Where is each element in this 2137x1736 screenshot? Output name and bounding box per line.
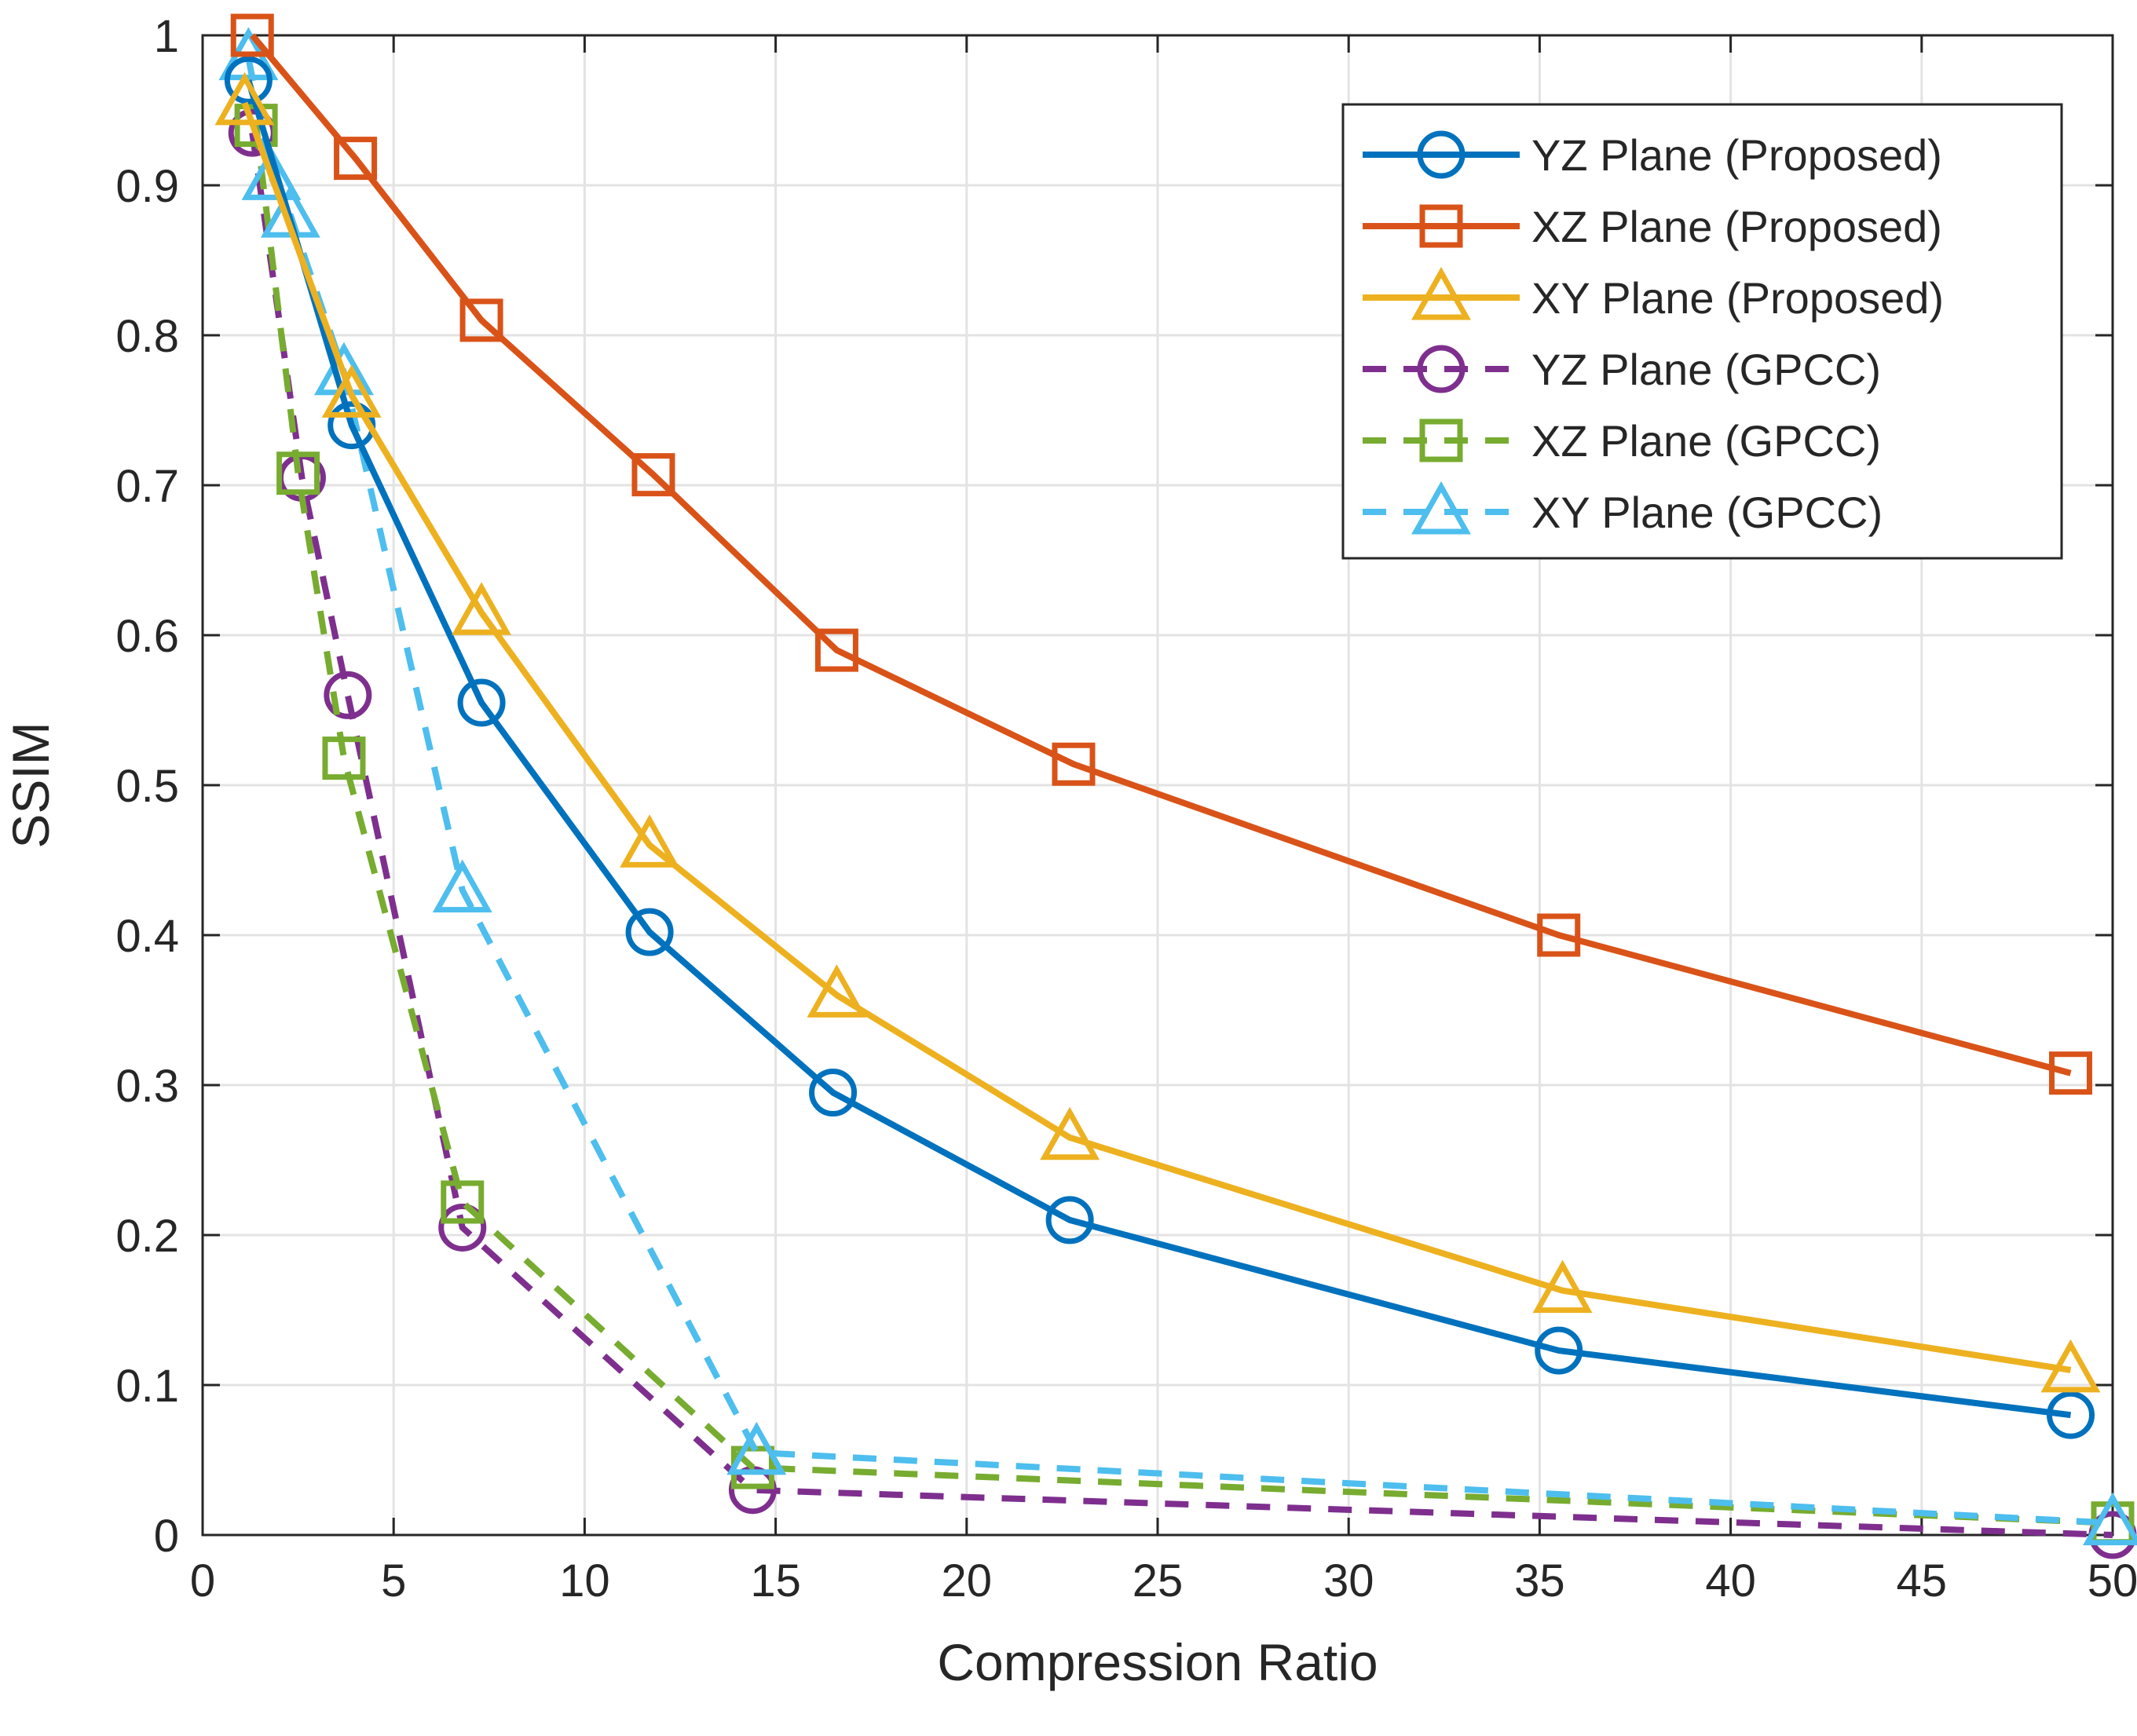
data-point <box>1532 1259 1593 1314</box>
x-tick-label: 50 <box>2088 1555 2137 1606</box>
y-tick-label: 0.2 <box>115 1211 179 1262</box>
series-layer <box>214 13 2137 1559</box>
legend-marker <box>1417 130 1466 179</box>
x-tick-label: 10 <box>559 1555 610 1606</box>
legend: YZ Plane (Proposed) XZ Plane (Proposed) XY… <box>1341 103 2063 560</box>
legend-entry: XY Plane (Proposed) <box>1363 266 1944 323</box>
series-line <box>250 33 2072 1076</box>
data-point <box>214 71 275 126</box>
legend-entry: XZ Plane (Proposed) <box>1363 202 1942 251</box>
data-point <box>241 147 302 200</box>
legend-label: XZ Plane (Proposed) <box>1531 202 1942 251</box>
x-tick-label: 25 <box>1133 1555 1184 1606</box>
y-axis-title: SSIM <box>2 722 60 848</box>
series-0 <box>224 56 2095 1439</box>
data-point <box>334 137 378 181</box>
x-tick-label: 35 <box>1514 1555 1565 1606</box>
x-tick-label: 0 <box>190 1555 215 1606</box>
data-point <box>726 1421 787 1475</box>
series-1 <box>230 13 2092 1095</box>
x-tick-label: 30 <box>1323 1555 1374 1606</box>
legend-marker <box>1411 481 1471 535</box>
data-point <box>452 582 512 635</box>
series-line <box>241 101 2072 1373</box>
axes: 0 5 10 15 20 25 30 35 40 45 50 0 0.1 0.2 0.3 0.4 0.5 0.6 0… <box>115 11 2137 1606</box>
x-axis-title: Compression Ratio <box>937 1633 1378 1691</box>
legend-label: YZ Plane (Proposed) <box>1531 130 1942 180</box>
x-tick-label: 20 <box>942 1555 993 1606</box>
data-point <box>224 56 273 104</box>
plot-frame <box>201 34 2114 1537</box>
data-point <box>2083 1492 2137 1546</box>
data-point <box>459 298 503 342</box>
data-point <box>432 859 492 913</box>
y-tick-label: 0 <box>154 1511 179 1562</box>
legend-box <box>1341 103 2063 560</box>
legend-entry: XY Plane (GPCC) <box>1363 481 1883 537</box>
legend-label: XY Plane (GPCC) <box>1531 488 1883 537</box>
y-tick-label: 0.7 <box>115 461 179 512</box>
data-point <box>809 1069 858 1117</box>
data-point <box>2046 1391 2095 1439</box>
data-point <box>276 451 320 495</box>
x-tick-label: 45 <box>1897 1555 1948 1606</box>
data-point <box>807 964 867 1018</box>
y-tick-label: 0.5 <box>115 761 179 812</box>
y-tick-label: 0.8 <box>115 311 179 362</box>
series-2 <box>214 71 2101 1393</box>
legend-label: YZ Plane (GPCC) <box>1531 345 1881 394</box>
y-tick-label: 0.3 <box>115 1061 179 1112</box>
legend-label: XY Plane (Proposed) <box>1531 273 1944 323</box>
legend-entry: XZ Plane (GPCC) <box>1363 416 1881 466</box>
data-point <box>1537 913 1581 957</box>
y-tick-label: 0.4 <box>115 911 179 962</box>
y-tick-label: 0.6 <box>115 611 179 662</box>
data-point <box>1040 1106 1100 1160</box>
data-point <box>631 453 675 497</box>
y-tick-label: 0.9 <box>115 161 179 212</box>
legend-marker <box>1417 345 1466 393</box>
y-tick-label: 1 <box>154 11 179 62</box>
data-point <box>324 671 372 719</box>
data-point <box>457 678 506 727</box>
data-point <box>620 814 680 868</box>
legend-entry: YZ Plane (GPCC) <box>1363 345 1881 394</box>
data-point <box>1052 742 1096 786</box>
legend-label: XZ Plane (GPCC) <box>1531 416 1881 466</box>
data-point <box>1045 1196 1094 1244</box>
data-point <box>2048 1051 2092 1095</box>
series-line <box>253 125 2113 1526</box>
data-point <box>441 1180 485 1224</box>
legend-marker <box>1419 418 1463 462</box>
data-point <box>230 13 274 57</box>
legend-marker <box>1419 204 1463 248</box>
x-tick-label: 40 <box>1705 1555 1756 1606</box>
data-point <box>321 364 382 418</box>
data-point <box>1535 1326 1583 1375</box>
x-tick-label: 5 <box>381 1555 406 1606</box>
data-point <box>322 736 366 780</box>
data-point <box>625 908 674 956</box>
data-point <box>438 1203 487 1252</box>
legend-marker <box>1411 266 1471 320</box>
y-tick-label: 0.1 <box>115 1361 179 1412</box>
series-line <box>245 79 2071 1419</box>
x-tick-label: 15 <box>750 1555 801 1606</box>
data-point <box>2040 1339 2101 1393</box>
data-point <box>814 628 858 672</box>
legend-entry: YZ Plane (Proposed) <box>1363 130 1942 180</box>
